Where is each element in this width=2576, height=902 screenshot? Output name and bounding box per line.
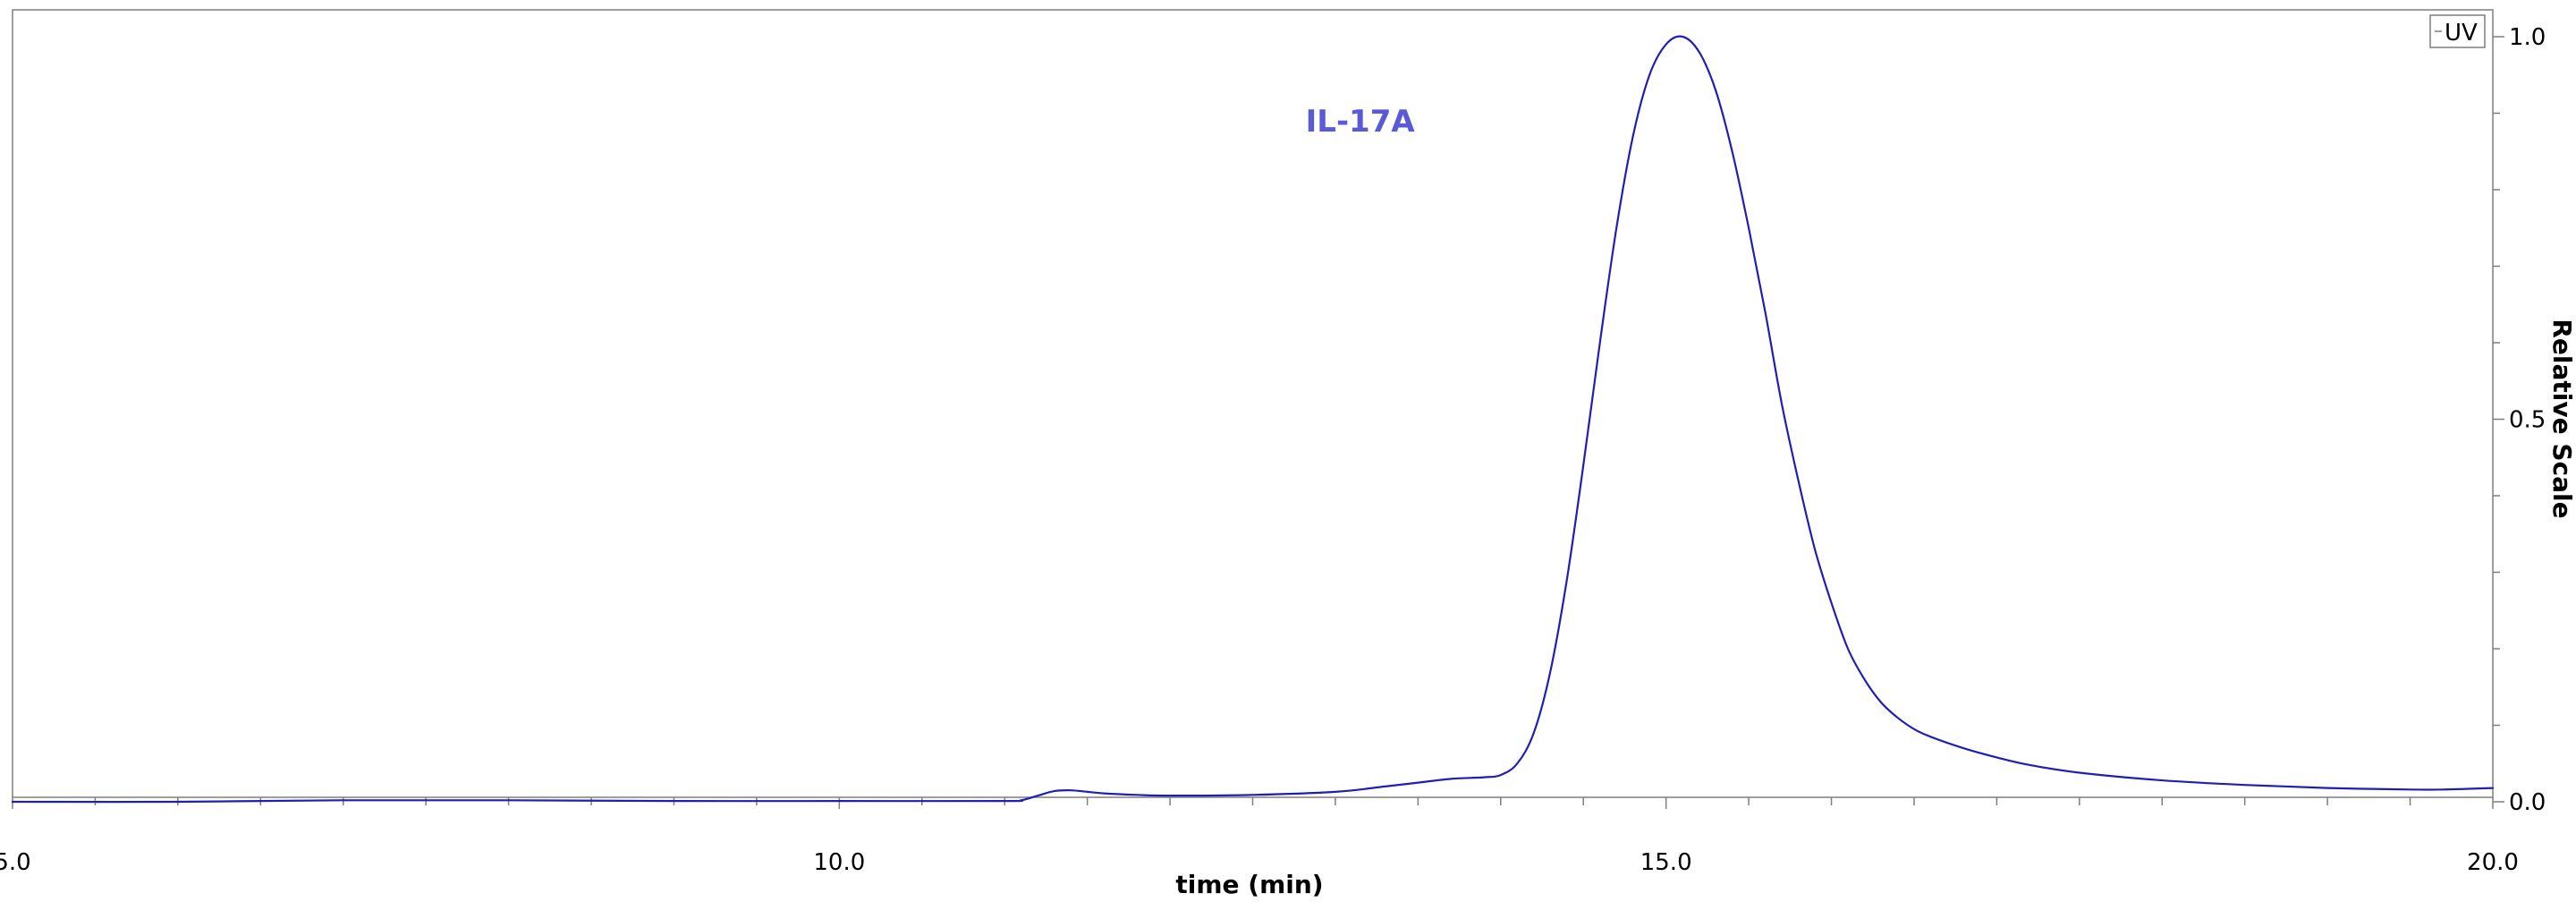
series-layer — [11, 35, 2495, 804]
legend: UV — [2429, 14, 2486, 48]
x-tick-label: 5.0 — [0, 849, 31, 876]
legend-entry-uv: UV — [2445, 20, 2478, 47]
legend-box — [2429, 14, 2486, 48]
y-axis-title: Relative Scale — [2547, 319, 2576, 518]
peak-annotation: IL-17A — [1306, 104, 1416, 140]
series-line-uv — [11, 35, 2495, 804]
y-tick-label: 0.5 — [2509, 407, 2546, 434]
x-axis: 5.0 10.0 15.0 20.0 — [0, 797, 2519, 876]
x-axis-title: time (min) — [1175, 870, 1323, 899]
y-tick-label: 0.0 — [2509, 789, 2546, 816]
x-tick-label: 15.0 — [1640, 849, 1692, 876]
y-axis: 0.0 0.5 1.0 — [2493, 24, 2546, 816]
x-tick-label: 20.0 — [2467, 849, 2519, 876]
x-tick-label: 10.0 — [813, 849, 865, 876]
plot-frame — [12, 9, 2494, 798]
y-tick-label: 1.0 — [2509, 24, 2546, 51]
